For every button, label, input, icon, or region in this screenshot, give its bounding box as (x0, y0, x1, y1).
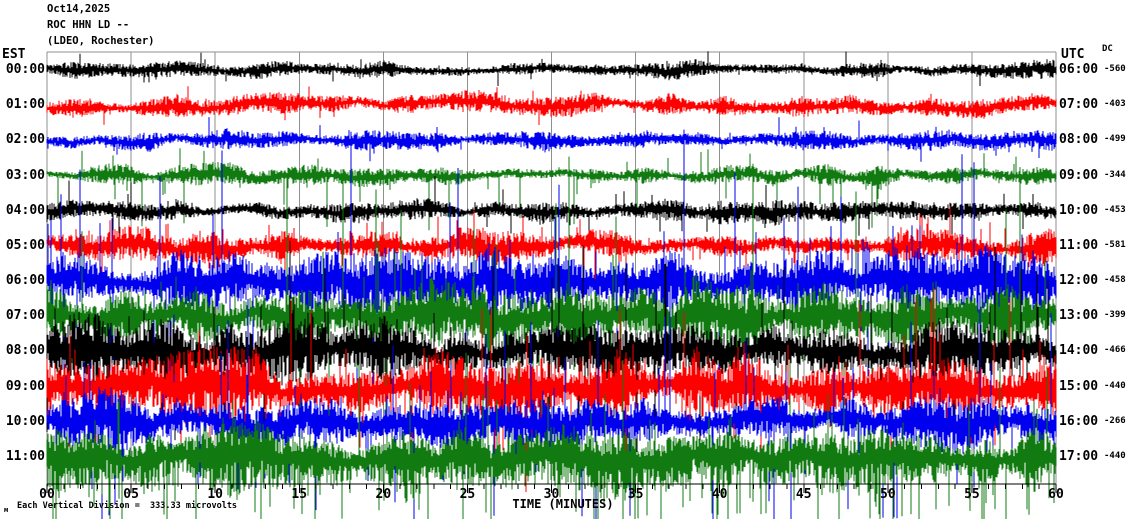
plot-date: Oct14,2025 (47, 3, 111, 15)
est-column-header: EST (2, 47, 26, 62)
x-tick-label: 15 (291, 487, 308, 502)
dc-offset-value: -458 (1104, 275, 1126, 286)
x-tick-label: 60 (1048, 487, 1064, 502)
est-time-label: 02:00 (5, 132, 45, 148)
est-time-label: 00:00 (5, 62, 45, 77)
x-axis-title: TIME (MINUTES) (512, 497, 614, 511)
utc-time-label: 11:00 (1059, 237, 1099, 253)
seismic-trace-0400 (46, 176, 1057, 242)
dc-offset-value: -266 (1104, 415, 1126, 426)
plot-station-id: ROC HHN LD -- (47, 19, 130, 31)
utc-column-header: UTC (1061, 47, 1085, 62)
vertical-division-note: Each Vertical Division = 333.33 microvol… (17, 501, 238, 511)
est-time-label: 01:00 (5, 97, 45, 113)
seismic-trace-1100 (46, 352, 1057, 519)
utc-time-label: 09:00 (1059, 167, 1099, 183)
est-time-label: 06:00 (5, 273, 45, 289)
est-time-label: 11:00 (5, 448, 45, 464)
est-time-label: 07:00 (5, 308, 45, 324)
utc-time-label: 10:00 (1059, 202, 1099, 218)
dc-offset-value: -581 (1104, 239, 1126, 250)
dc-offset-value: -466 (1104, 345, 1126, 356)
est-time-label: 10:00 (5, 413, 45, 429)
dc-offset-value: -440 (1104, 450, 1126, 461)
utc-time-label: 08:00 (1059, 132, 1099, 148)
x-tick-label: 40 (711, 487, 728, 502)
utc-time-label: 12:00 (1059, 273, 1099, 289)
utc-time-label: 07:00 (1059, 97, 1099, 113)
est-time-label: 08:00 (5, 343, 45, 359)
x-tick-label: 35 (627, 487, 644, 502)
x-tick-label: 20 (375, 487, 392, 502)
x-tick-label: 10 (207, 487, 223, 502)
dc-offset-value: -560 (1104, 64, 1126, 74)
est-time-label: 05:00 (5, 237, 45, 253)
utc-time-label: 06:00 (1059, 62, 1099, 77)
x-tick-label: 50 (880, 487, 896, 502)
x-tick-label: 55 (964, 487, 980, 502)
utc-time-label: 15:00 (1059, 378, 1099, 394)
footer-marker: м (4, 506, 9, 514)
seismic-trace-0000 (46, 51, 1057, 86)
dc-offset-value: -499 (1104, 134, 1126, 145)
x-tick-label: 30 (543, 487, 560, 502)
dc-column-header: DC (1102, 44, 1113, 54)
utc-time-label: 17:00 (1059, 448, 1099, 464)
seismic-trace-0500 (46, 201, 1057, 286)
est-time-label: 04:00 (5, 202, 45, 218)
dc-offset-value: -344 (1104, 169, 1126, 180)
x-tick-label: 45 (795, 487, 812, 502)
seismic-trace-0600 (46, 129, 1057, 418)
seismic-trace-0300 (46, 148, 1057, 231)
x-tick-label: 00 (39, 487, 55, 502)
dc-offset-value: -399 (1104, 310, 1126, 321)
seismic-trace-0200 (46, 117, 1057, 162)
est-time-label: 03:00 (5, 167, 45, 183)
plot-station-name: (LDEO, Rochester) (47, 35, 155, 47)
utc-time-label: 14:00 (1059, 343, 1099, 359)
utc-time-label: 16:00 (1059, 413, 1099, 429)
x-tick-label: 05 (123, 487, 139, 502)
dc-offset-value: -453 (1104, 204, 1126, 215)
est-time-label: 09:00 (5, 378, 45, 394)
utc-time-label: 13:00 (1059, 308, 1099, 324)
seismic-trace-0100 (46, 86, 1057, 125)
dc-offset-value: -440 (1104, 380, 1126, 391)
x-tick-label: 25 (459, 487, 476, 502)
dc-offset-value: -403 (1104, 99, 1126, 110)
